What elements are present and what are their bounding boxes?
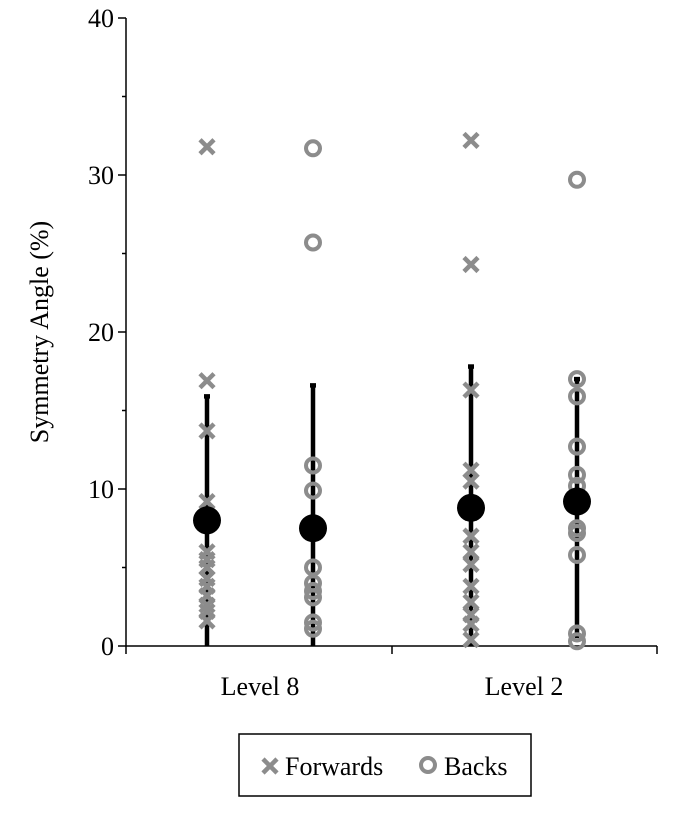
backs-point bbox=[568, 387, 586, 406]
data-points bbox=[198, 131, 586, 651]
x-stroke bbox=[462, 631, 480, 649]
forwards-point bbox=[462, 131, 480, 150]
backs-point bbox=[304, 619, 322, 638]
forwards-point bbox=[198, 138, 216, 156]
backs-point bbox=[568, 465, 586, 484]
legend-label-backs: Backs bbox=[444, 752, 508, 781]
forwards-point bbox=[462, 555, 480, 573]
mean-markers bbox=[193, 487, 591, 543]
x-stroke bbox=[198, 422, 216, 440]
x-stroke bbox=[198, 372, 216, 390]
forwards-point bbox=[462, 472, 480, 490]
x-stroke bbox=[198, 612, 216, 630]
backs-point bbox=[568, 632, 586, 651]
x-stroke bbox=[462, 131, 480, 150]
x-stroke bbox=[198, 138, 216, 156]
x-stroke bbox=[462, 472, 480, 490]
forwards-point bbox=[462, 577, 480, 595]
forwards-point bbox=[462, 543, 480, 561]
x-stroke bbox=[462, 381, 480, 399]
backs-point bbox=[304, 588, 322, 607]
mean-point bbox=[457, 493, 485, 522]
mean-point bbox=[299, 514, 327, 543]
forwards-point bbox=[462, 381, 480, 399]
backs-point bbox=[304, 139, 322, 158]
y-tick-label: 20 bbox=[88, 318, 114, 347]
y-axis-title: Symmetry Angle (%) bbox=[25, 221, 54, 443]
forwards-point bbox=[462, 527, 480, 545]
forwards-point bbox=[198, 492, 216, 511]
backs-point bbox=[304, 481, 322, 500]
x-stroke bbox=[462, 527, 480, 545]
x-stroke bbox=[261, 757, 279, 775]
forwards-point bbox=[462, 615, 480, 633]
x-stroke bbox=[462, 593, 480, 611]
backs-point bbox=[568, 624, 586, 643]
backs-point bbox=[304, 613, 322, 632]
forwards-point bbox=[198, 422, 216, 440]
forwards-point bbox=[198, 372, 216, 390]
backs-point bbox=[568, 170, 586, 189]
x-stroke bbox=[462, 615, 480, 633]
backs-point bbox=[568, 523, 586, 542]
x-stroke bbox=[462, 577, 480, 595]
x-stroke bbox=[462, 255, 480, 274]
forwards-point bbox=[198, 612, 216, 630]
error-bars bbox=[204, 364, 580, 646]
backs-point bbox=[568, 545, 586, 564]
x-tick-label: Level 2 bbox=[485, 672, 564, 701]
y-tick-label: 30 bbox=[88, 161, 114, 190]
forwards-legend-icon bbox=[261, 757, 279, 775]
x-stroke bbox=[462, 543, 480, 561]
forwards-point bbox=[462, 255, 480, 274]
axes: 0 10 20 30 40 Level 8 Level 2 Symmetry Angle (%… bbox=[25, 4, 658, 701]
backs-point bbox=[304, 233, 322, 252]
y-tick-label: 0 bbox=[101, 632, 114, 661]
backs-point bbox=[568, 437, 586, 456]
legend-box bbox=[238, 733, 532, 797]
backs-point bbox=[304, 582, 322, 601]
backs-point bbox=[568, 370, 586, 389]
mean-point bbox=[563, 487, 591, 516]
forwards-point bbox=[462, 593, 480, 611]
y-tick-label: 10 bbox=[88, 475, 114, 504]
x-stroke bbox=[462, 555, 480, 573]
forwards-point bbox=[462, 631, 480, 649]
mean-point bbox=[193, 506, 221, 535]
backs-legend-icon bbox=[419, 756, 437, 774]
x-tick-label: Level 8 bbox=[221, 672, 300, 701]
legend: Forwards Backs bbox=[238, 733, 532, 797]
legend-label-forwards: Forwards bbox=[285, 752, 383, 781]
x-stroke bbox=[198, 492, 216, 511]
y-tick-label: 40 bbox=[88, 4, 114, 33]
backs-point bbox=[304, 456, 322, 475]
